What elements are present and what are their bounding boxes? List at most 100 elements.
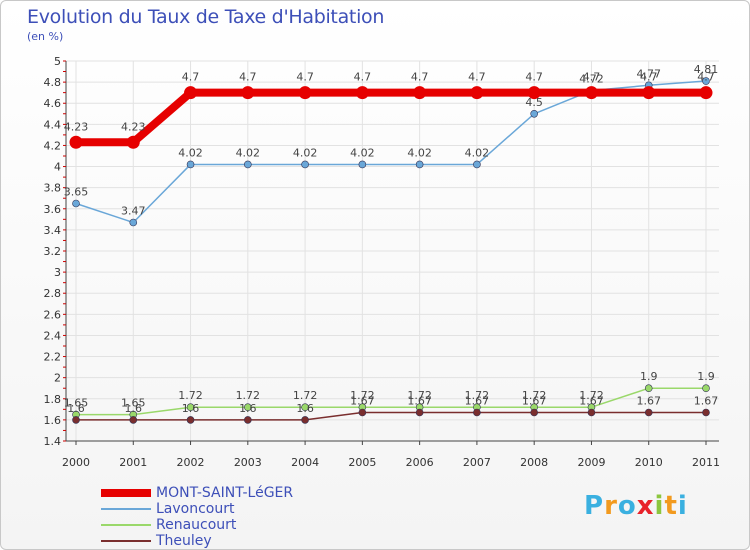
legend-swatch	[101, 524, 151, 526]
legend-label: Renaucourt	[156, 517, 237, 533]
data-label: 1.72	[407, 389, 432, 402]
data-point	[301, 416, 309, 424]
data-point	[129, 416, 138, 424]
series-line-mont-saint-l-ger	[76, 88, 706, 147]
data-point	[298, 86, 312, 100]
y-tick-label: 1.6	[44, 414, 62, 427]
y-tick-label: 1.8	[44, 393, 62, 406]
data-point	[69, 135, 83, 149]
x-tick-label: 2007	[463, 456, 491, 469]
data-label: 4.7	[411, 71, 429, 84]
data-label: 1.67	[694, 395, 719, 408]
data-point	[358, 408, 367, 417]
data-label: 4.5	[525, 96, 543, 109]
data-label: 4.02	[465, 146, 490, 159]
y-tick-label: 4	[54, 161, 61, 174]
y-tick-label: 3	[54, 266, 61, 279]
data-point	[186, 403, 195, 412]
legend-swatch	[101, 489, 151, 497]
y-tick-label: 5	[54, 55, 61, 68]
data-label: 1.72	[579, 389, 604, 402]
data-point	[184, 86, 198, 100]
x-tick-label: 2003	[234, 456, 262, 469]
data-label: 1.72	[293, 389, 318, 402]
data-label: 1.72	[350, 389, 375, 402]
series-line-theuley	[76, 411, 706, 421]
data-label: 4.77	[636, 67, 661, 80]
data-label: 4.02	[407, 146, 432, 159]
legend-label: MONT-SAINT-LéGER	[156, 485, 294, 501]
data-label: 1.6	[239, 402, 257, 415]
data-point	[301, 403, 309, 412]
y-tick-label: 2.4	[44, 329, 62, 342]
data-label: 1.6	[67, 402, 85, 415]
data-label: 4.7	[640, 71, 658, 84]
data-label: 3.47	[121, 205, 146, 218]
y-tick-label: 2.6	[44, 308, 62, 321]
data-point	[244, 403, 252, 412]
data-label: 4.23	[121, 120, 146, 133]
data-point	[415, 160, 424, 169]
x-tick-label: 2010	[635, 456, 663, 469]
data-point	[587, 408, 596, 417]
data-point	[129, 218, 138, 227]
y-tick-label: 4.8	[44, 76, 62, 89]
y-tick-label: 4.2	[44, 139, 62, 152]
data-point	[702, 408, 710, 417]
x-tick-label: 2001	[119, 456, 147, 469]
legend-swatch	[101, 508, 151, 510]
y-tick-label: 1.4	[44, 435, 62, 448]
data-point	[644, 408, 653, 417]
y-tick-label: 3.8	[44, 182, 62, 195]
data-point	[584, 86, 598, 100]
data-label: 4.02	[178, 146, 203, 159]
x-tick-label: 2005	[348, 456, 376, 469]
data-label: 1.6	[125, 402, 143, 415]
chart-unit-label: (en %)	[27, 30, 64, 43]
data-point	[72, 199, 80, 208]
data-label: 1.67	[579, 395, 604, 408]
y-tick-label: 2.8	[44, 287, 62, 300]
data-label: 4.02	[236, 146, 261, 159]
data-point	[355, 86, 369, 100]
data-label: 4.7	[525, 71, 543, 84]
data-label: 4.81	[694, 63, 719, 76]
proxiti-logo: Proxiti	[584, 491, 688, 521]
data-label: 1.65	[64, 397, 89, 410]
data-label: 1.72	[178, 389, 203, 402]
data-point	[186, 416, 195, 424]
data-label: 4.72	[579, 73, 604, 86]
data-label: 4.7	[697, 71, 715, 84]
data-label: 1.6	[296, 402, 314, 415]
data-label: 4.7	[296, 71, 314, 84]
data-label: 3.65	[64, 186, 89, 199]
data-label: 1.72	[465, 389, 490, 402]
legend-label: Theuley	[156, 533, 212, 549]
logo-letter: o	[617, 491, 637, 521]
data-point	[72, 416, 80, 424]
data-label: 4.02	[350, 146, 375, 159]
x-tick-label: 2011	[692, 456, 720, 469]
y-tick-label: 3.4	[44, 224, 62, 237]
data-label: 4.23	[64, 120, 89, 133]
data-point	[702, 384, 710, 393]
data-point	[413, 86, 427, 100]
y-tick-label: 3.2	[44, 245, 62, 258]
data-label: 1.67	[407, 395, 432, 408]
logo-letter: i	[677, 491, 688, 521]
data-point	[358, 160, 367, 169]
data-label: 1.67	[636, 395, 661, 408]
y-tick-label: 2.2	[44, 351, 62, 364]
data-point	[473, 160, 481, 169]
data-point	[530, 109, 538, 118]
data-point	[415, 408, 424, 417]
data-label: 1.67	[465, 395, 490, 408]
data-label: 1.67	[350, 395, 375, 408]
y-tick-label: 4.6	[44, 97, 62, 110]
data-point	[301, 160, 309, 169]
legend-label: Lavoncourt	[156, 501, 235, 517]
data-point	[244, 160, 252, 169]
legend-swatch	[101, 540, 151, 542]
